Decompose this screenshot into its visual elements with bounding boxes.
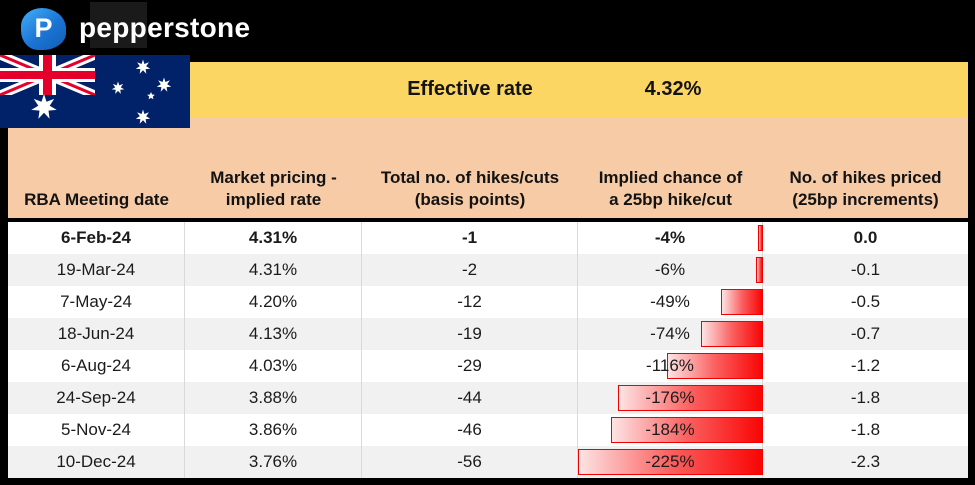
effective-rate-banner: Effective rate 4.32% [190, 62, 968, 117]
implied-chance-cell: -4% [578, 222, 763, 254]
implied-rate-cell: 4.31% [185, 254, 362, 286]
col-header-hikes-priced: No. of hikes priced (25bp increments) [763, 167, 968, 211]
meeting-date-cell: 24-Sep-24 [8, 382, 185, 414]
top-bar: P pepperstone [0, 0, 975, 55]
table-row: 6-Feb-24 4.31% -1 -4% 0.0 [8, 222, 968, 254]
chance-value: -116% [646, 356, 694, 375]
chance-value: -74% [650, 324, 690, 343]
chance-data-bar [618, 385, 763, 411]
effective-rate-label: Effective rate [407, 78, 533, 100]
table-row: 7-May-24 4.20% -12 -49% -0.5 [8, 286, 968, 318]
meeting-date-cell: 6-Feb-24 [8, 222, 185, 254]
chance-data-bar [611, 417, 763, 443]
table-row: 19-Mar-24 4.31% -2 -6% -0.1 [8, 254, 968, 286]
implied-chance-cell: -116% [578, 350, 763, 382]
implied-rate-cell: 3.86% [185, 414, 362, 446]
meeting-date-cell: 18-Jun-24 [8, 318, 185, 350]
table-body: 6-Feb-24 4.31% -1 -4% 0.0 19-Mar-24 4.31% -2 -6%… [8, 222, 968, 478]
col-header-total-hikes-cuts: Total no. of hikes/cuts (basis points) [362, 167, 578, 211]
meeting-date-cell: 10-Dec-24 [8, 446, 185, 478]
header-line: RBA Meeting date [24, 189, 169, 209]
implied-chance-cell: -184% [578, 414, 763, 446]
header-line: (basis points) [414, 189, 526, 209]
hikes-priced-cell: -0.5 [850, 292, 881, 311]
implied-chance-cell: -74% [578, 318, 763, 350]
meeting-date-cell: 19-Mar-24 [8, 254, 185, 286]
table-row: 5-Nov-24 3.86% -46 -184% -1.8 [8, 414, 968, 446]
header-line: implied rate [225, 189, 322, 209]
table-row: 6-Aug-24 4.03% -29 -116% -1.2 [8, 350, 968, 382]
implied-chance-cell: -225% [578, 446, 763, 478]
header-line: Implied chance of [598, 167, 743, 187]
chance-data-bar [756, 257, 763, 283]
implied-rate-cell: 4.20% [185, 286, 362, 318]
hikes-priced-cell: -0.1 [850, 260, 881, 279]
header-line: (25bp increments) [792, 189, 939, 209]
hikes-priced-cell: -2.3 [850, 452, 881, 471]
effective-rate-value: 4.32% [644, 78, 702, 100]
australia-flag-icon [0, 55, 190, 128]
header-line: Market pricing - [210, 167, 337, 187]
col-header-implied-rate: Market pricing - implied rate [185, 167, 362, 211]
meeting-date-cell: 7-May-24 [8, 286, 185, 318]
hikes-priced-cell: 0.0 [853, 228, 878, 247]
table-row: 18-Jun-24 4.13% -19 -74% -0.7 [8, 318, 968, 350]
col-header-implied-chance: Implied chance of a 25bp hike/cut [578, 167, 763, 211]
chance-data-bar [701, 321, 763, 347]
total-bp-cell: -2 [362, 254, 578, 286]
chance-value: -4% [654, 228, 686, 247]
chance-data-bar [667, 353, 763, 379]
total-bp-cell: -12 [362, 286, 578, 318]
total-bp-cell: -56 [362, 446, 578, 478]
implied-chance-cell: -6% [578, 254, 763, 286]
topbar-patch [90, 2, 147, 48]
pepperstone-logo: P pepperstone [21, 0, 250, 55]
pepperstone-logo-icon: P [21, 7, 66, 50]
logo-letter: P [34, 13, 53, 43]
total-bp-cell: -1 [362, 222, 578, 254]
col-header-meeting-date: RBA Meeting date [8, 189, 185, 211]
implied-rate-cell: 4.03% [185, 350, 362, 382]
implied-rate-cell: 3.88% [185, 382, 362, 414]
total-bp-cell: -46 [362, 414, 578, 446]
implied-rate-cell: 4.13% [185, 318, 362, 350]
chance-value: -6% [654, 260, 686, 279]
header-line: No. of hikes priced [789, 167, 942, 187]
hikes-priced-cell: -1.2 [850, 356, 881, 375]
table-row: 24-Sep-24 3.88% -44 -176% -1.8 [8, 382, 968, 414]
hikes-priced-cell: -1.8 [850, 420, 881, 439]
header-line: Total no. of hikes/cuts [380, 167, 560, 187]
hikes-priced-cell: -1.8 [850, 388, 881, 407]
implied-rate-cell: 4.31% [185, 222, 362, 254]
chance-data-bar [758, 225, 763, 251]
total-bp-cell: -29 [362, 350, 578, 382]
table-header-row: RBA Meeting date Market pricing - implied … [8, 117, 968, 218]
chance-value: -184% [645, 420, 695, 439]
total-bp-cell: -19 [362, 318, 578, 350]
chance-value: -176% [645, 388, 695, 407]
chance-value: -49% [650, 292, 690, 311]
header-line: a 25bp hike/cut [609, 189, 732, 209]
hikes-priced-cell: -0.7 [850, 324, 881, 343]
table-row: 10-Dec-24 3.76% -56 -225% -2.3 [8, 446, 968, 478]
implied-chance-cell: -176% [578, 382, 763, 414]
implied-rate-cell: 3.76% [185, 446, 362, 478]
total-bp-cell: -44 [362, 382, 578, 414]
chance-data-bar [721, 289, 763, 315]
meeting-date-cell: 6-Aug-24 [8, 350, 185, 382]
implied-chance-cell: -49% [578, 286, 763, 318]
chance-value: -225% [645, 452, 695, 471]
meeting-date-cell: 5-Nov-24 [8, 414, 185, 446]
pepperstone-wordmark: pepperstone [79, 11, 251, 43]
chance-data-bar [578, 449, 763, 475]
